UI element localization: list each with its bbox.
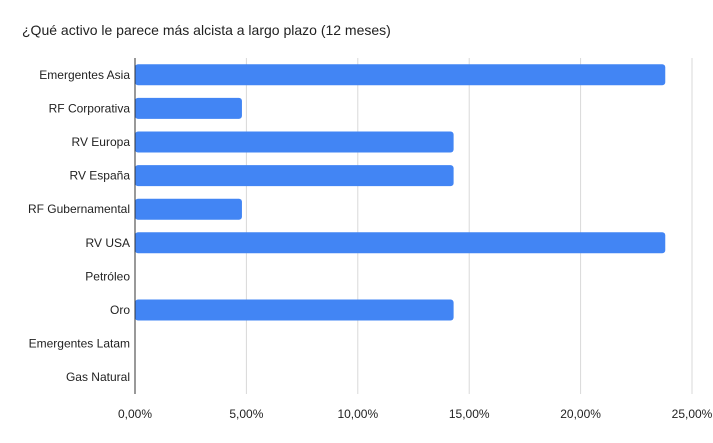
x-tick-label: 15,00% bbox=[449, 407, 490, 421]
bar bbox=[135, 97, 242, 119]
x-tick-label: 5,00% bbox=[229, 407, 263, 421]
category-label: Oro bbox=[110, 303, 130, 317]
x-tick-label: 0,00% bbox=[118, 407, 152, 421]
category-label: Petróleo bbox=[85, 269, 130, 283]
category-label: RF Gubernamental bbox=[28, 202, 130, 216]
category-label: RV Europa bbox=[72, 135, 131, 149]
bar bbox=[135, 165, 454, 187]
bar bbox=[135, 198, 242, 220]
bar bbox=[135, 232, 666, 254]
x-tick-label: 25,00% bbox=[672, 407, 713, 421]
chart-title: ¿Qué activo le parece más alcista a larg… bbox=[22, 22, 391, 38]
category-label: Gas Natural bbox=[66, 370, 130, 384]
category-label: RF Corporativa bbox=[49, 101, 131, 115]
bar bbox=[135, 64, 666, 86]
bar bbox=[135, 131, 454, 153]
x-tick-label: 20,00% bbox=[560, 407, 601, 421]
x-tick-label: 10,00% bbox=[337, 407, 378, 421]
bar bbox=[135, 299, 454, 321]
category-label: Emergentes Latam bbox=[29, 337, 130, 351]
category-label: RV España bbox=[70, 169, 131, 183]
category-label: RV USA bbox=[86, 236, 130, 250]
category-label: Emergentes Asia bbox=[39, 68, 130, 82]
